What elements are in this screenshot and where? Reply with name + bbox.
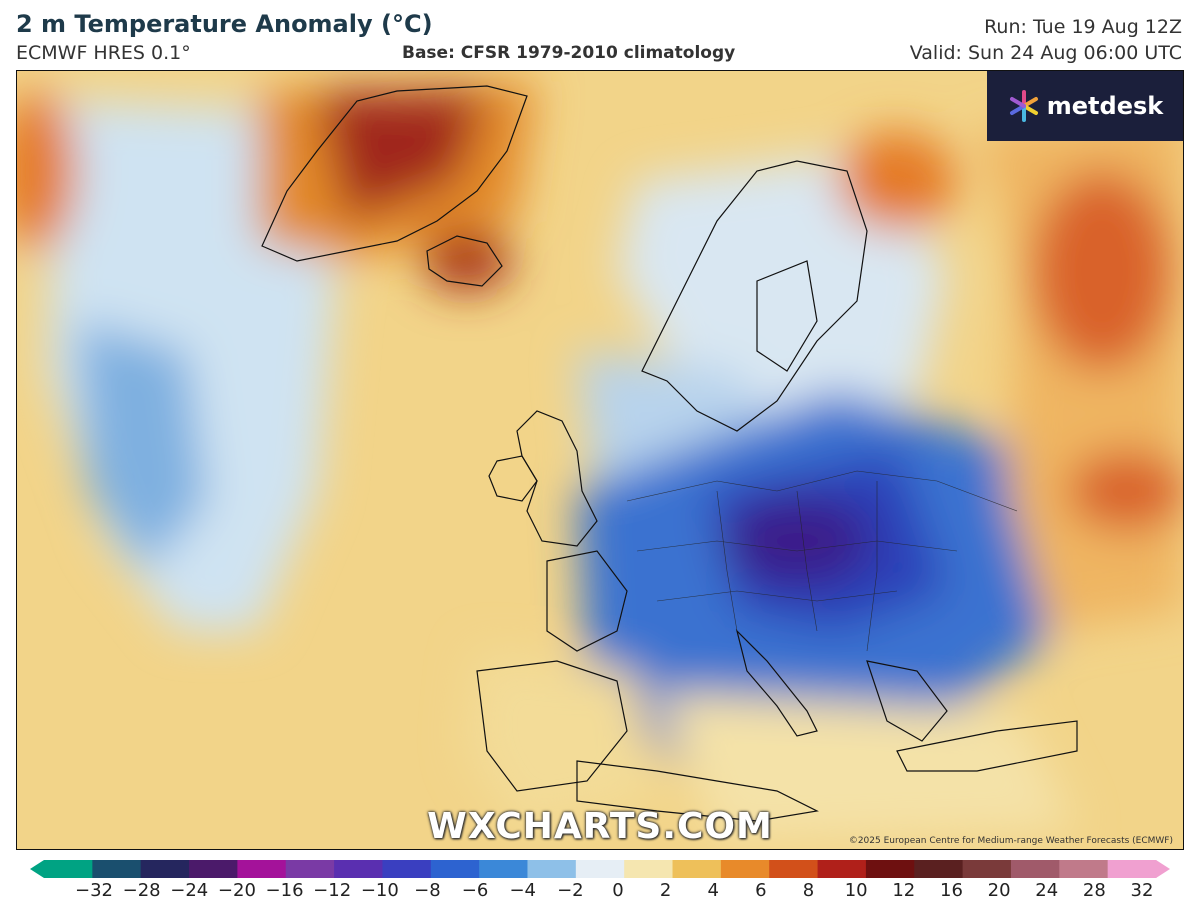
- color-bar-cell: [527, 860, 577, 878]
- color-bar-max-arrow: [1156, 860, 1170, 878]
- base-climatology-label: Base: CFSR 1979-2010 climatology: [402, 43, 736, 63]
- color-bar-tick-labels: −32 −28 −24 −20 −16 −12 −10 −8 −6 −4 −2 0 2 4 6 8 10 12 16…: [0, 880, 1200, 910]
- run-time-label: Run: Tue 19 Aug 12Z: [984, 16, 1182, 38]
- color-bar-cell: [817, 860, 867, 878]
- color-bar-tick: −8: [414, 880, 441, 901]
- color-bar-cell: [769, 860, 819, 878]
- color-bar-tick: 10: [844, 880, 868, 901]
- color-bar-tick: −32: [75, 880, 113, 901]
- color-bar-tick: −6: [461, 880, 489, 901]
- color-bar-min-arrow: [30, 860, 44, 878]
- color-bar-cell: [1107, 860, 1157, 878]
- color-bar-tick: −28: [122, 880, 161, 901]
- color-bar-cell: [575, 860, 625, 878]
- color-bar-cell: [624, 860, 674, 878]
- color-bar-tick: 20: [987, 880, 1011, 901]
- color-bar-tick: −12: [313, 880, 352, 901]
- color-bar-cell: [44, 860, 93, 878]
- color-bar-cell: [334, 860, 383, 878]
- color-bar: [30, 860, 1170, 878]
- color-bar-tick: −20: [217, 880, 256, 901]
- color-bar-tick: 0: [612, 880, 624, 901]
- model-label: ECMWF HRES 0.1°: [16, 42, 191, 64]
- color-bar-cell: [865, 860, 915, 878]
- greece-coast: [866, 660, 948, 742]
- metdesk-star-icon: [1009, 90, 1038, 122]
- turkey-coast: [896, 720, 1078, 772]
- borders: [626, 470, 1018, 652]
- color-bar-tick: −2: [557, 880, 584, 901]
- iberia-coast: [476, 660, 628, 792]
- iceland-coast: [426, 235, 503, 287]
- chart-title: 2 m Temperature Anomaly (°C): [16, 10, 433, 38]
- color-bar-tick: 4: [707, 880, 719, 901]
- color-bar-tick: 6: [755, 880, 767, 901]
- color-bar-tick: −24: [170, 880, 209, 901]
- color-bar-cell: [720, 860, 770, 878]
- color-bar-tick: −10: [360, 880, 399, 901]
- color-bar-cell: [140, 860, 190, 878]
- color-bar-tick: 2: [659, 880, 672, 901]
- color-bar-cell: [189, 860, 238, 878]
- france-coast: [546, 550, 628, 652]
- color-bar-cell: [382, 860, 432, 878]
- italy-coast: [735, 629, 818, 737]
- temperature-anomaly-map[interactable]: metdesk WXCHARTS.COM ©2025 European Cent…: [16, 70, 1184, 850]
- color-bar-cell: [1059, 860, 1109, 878]
- metdesk-logo[interactable]: metdesk: [987, 71, 1183, 141]
- coastlines: [261, 85, 1078, 822]
- color-bar-cell: [237, 860, 287, 878]
- color-bar-cell: [285, 860, 335, 878]
- scandinavia-coast: [641, 160, 868, 432]
- color-bar-cells: [44, 860, 1157, 878]
- metdesk-logo-text: metdesk: [1046, 92, 1164, 120]
- color-bar-tick: 32: [1130, 880, 1154, 901]
- finland-coast: [756, 260, 818, 372]
- valid-time-label: Valid: Sun 24 Aug 06:00 UTC: [909, 42, 1182, 64]
- color-bar-tick: 16: [940, 880, 963, 901]
- map-canvas: [17, 71, 1183, 849]
- color-bar-cell: [672, 860, 722, 878]
- color-bar-tick: 24: [1035, 880, 1059, 901]
- color-bar-cell: [914, 860, 964, 878]
- anomaly-field: [17, 81, 1183, 841]
- ireland-coast: [488, 455, 538, 502]
- greenland-coast: [261, 85, 528, 262]
- color-bar-tick: −16: [265, 880, 304, 901]
- wxcharts-watermark: WXCHARTS.COM: [427, 806, 773, 847]
- color-bar-cell: [479, 860, 528, 878]
- color-bar-cell: [430, 860, 480, 878]
- color-bar-cell: [962, 860, 1012, 878]
- north-africa-coast: [576, 760, 819, 822]
- color-bar-cell: [1010, 860, 1060, 878]
- color-bar-tick: −4: [509, 880, 536, 901]
- color-bar-tick: 8: [802, 880, 815, 901]
- color-bar-tick: 28: [1082, 880, 1106, 901]
- color-bar-tick: 12: [892, 880, 916, 901]
- ecmwf-copyright: ©2025 European Centre for Medium-range W…: [848, 836, 1173, 846]
- color-bar-cell: [92, 860, 142, 878]
